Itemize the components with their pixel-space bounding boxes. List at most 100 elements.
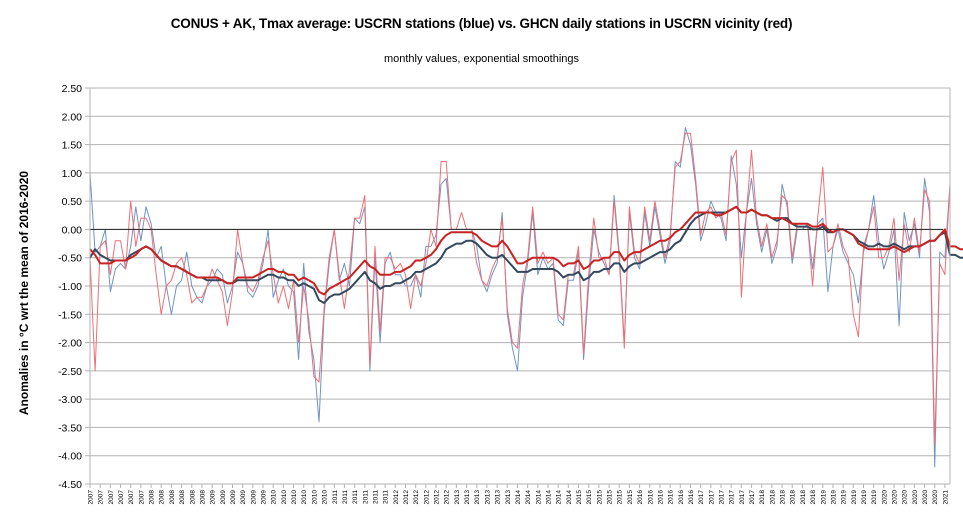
x-tick-label: 2013 <box>454 490 461 505</box>
x-tick-label: 2015 <box>596 490 603 505</box>
x-tick-label: 2008 <box>199 490 206 505</box>
x-tick-label: 2007 <box>98 490 105 505</box>
x-tick-label: 2017 <box>729 490 736 505</box>
x-tick-label: 2007 <box>88 490 95 505</box>
x-tick-label: 2009 <box>220 490 227 505</box>
x-tick-label: 2015 <box>586 490 593 505</box>
x-tick-label: 2009 <box>210 490 217 505</box>
x-tick-label: 2009 <box>250 490 257 505</box>
x-tick-label: 2007 <box>118 490 125 505</box>
x-tick-label: 2009 <box>230 490 237 505</box>
x-tick-label: 2017 <box>749 490 756 505</box>
y-axis-ticks: 2.50 2.00 1.50 1.00 0.50 0.00 -0.50 -1.00 -1.50 -… <box>58 83 90 491</box>
x-tick-label: 2021 <box>942 490 949 505</box>
x-tick-label: 2012 <box>403 490 410 505</box>
x-tick-label: 2019 <box>820 490 827 505</box>
x-tick-label: 2018 <box>810 490 817 505</box>
x-tick-label: 2020 <box>902 490 909 505</box>
x-tick-label: 2016 <box>688 490 695 505</box>
x-tick-label: 2012 <box>434 490 441 505</box>
x-tick-label: 2008 <box>159 490 166 505</box>
x-tick-label: 2016 <box>678 490 685 505</box>
x-tick-label: 2009 <box>240 490 247 505</box>
x-tick-label: 2012 <box>444 490 451 505</box>
chart-subtitle: monthly values, exponential smoothings <box>383 53 580 65</box>
x-tick-label: 2010 <box>281 490 288 505</box>
x-tick-label: 2013 <box>484 490 491 505</box>
x-tick-label: 2019 <box>871 490 878 505</box>
y-tick-label: -1.50 <box>58 309 82 321</box>
x-tick-label: 2014 <box>535 490 542 505</box>
x-tick-label: 2018 <box>759 490 766 505</box>
y-tick-label: 0.00 <box>62 224 83 236</box>
x-tick-label: 2011 <box>362 490 369 504</box>
x-tick-label: 2019 <box>851 490 858 505</box>
x-axis-ticks: 2007 2007 2007 2007 2007 2007 2008 2008 2008 2008… <box>88 484 949 505</box>
x-tick-label: 2008 <box>189 490 196 505</box>
x-tick-label: 2010 <box>291 490 298 505</box>
y-tick-label: -3.00 <box>58 394 82 406</box>
x-tick-label: 2020 <box>892 490 899 505</box>
x-tick-label: 2008 <box>179 490 186 505</box>
y-tick-label: -0.50 <box>58 253 82 265</box>
x-tick-label: 2016 <box>657 490 664 505</box>
x-tick-label: 2014 <box>525 490 532 505</box>
x-tick-label: 2018 <box>800 490 807 505</box>
x-tick-label: 2007 <box>128 490 135 505</box>
x-tick-label: 2012 <box>413 490 420 505</box>
x-tick-label: 2016 <box>637 490 644 505</box>
y-tick-label: 1.00 <box>62 168 83 180</box>
y-tick-label: -4.00 <box>58 451 82 463</box>
data-series <box>89 127 963 468</box>
x-tick-label: 2012 <box>393 490 400 505</box>
x-tick-label: 2016 <box>668 490 675 505</box>
y-tick-label: 0.50 <box>62 196 83 208</box>
x-tick-label: 2013 <box>474 490 481 505</box>
x-tick-label: 2013 <box>505 490 512 505</box>
x-tick-label: 2011 <box>352 490 359 504</box>
x-tick-label: 2014 <box>545 490 552 505</box>
x-tick-label: 2018 <box>769 490 776 505</box>
x-tick-label: 2018 <box>780 490 787 505</box>
x-tick-label: 2019 <box>841 490 848 505</box>
y-tick-label: 2.00 <box>62 111 83 123</box>
x-tick-label: 2010 <box>322 490 329 505</box>
x-tick-label: 2008 <box>149 490 156 505</box>
x-tick-label: 2011 <box>332 490 339 504</box>
x-tick-label: 2011 <box>342 490 349 504</box>
x-tick-label: 2010 <box>301 490 308 505</box>
ghcn-monthly-line <box>89 132 951 445</box>
x-tick-label: 2017 <box>708 490 715 505</box>
x-tick-label: 2017 <box>719 490 726 505</box>
x-tick-label: 2008 <box>169 490 176 505</box>
y-tick-label: -3.50 <box>58 422 82 434</box>
x-tick-label: 2020 <box>922 490 929 505</box>
y-tick-label: -2.00 <box>58 338 82 350</box>
x-tick-label: 2017 <box>739 490 746 505</box>
chart-title: CONUS + AK, Tmax average: USCRN stations… <box>170 16 793 31</box>
x-tick-label: 2016 <box>647 490 654 505</box>
uscrn-smoothing-line <box>89 205 963 304</box>
x-tick-label: 2010 <box>271 490 278 505</box>
x-tick-label: 2014 <box>556 490 563 505</box>
x-tick-label: 2015 <box>627 490 634 505</box>
x-tick-label: 2020 <box>912 490 919 505</box>
x-tick-label: 2014 <box>515 490 522 505</box>
x-tick-label: 2011 <box>383 490 390 504</box>
x-tick-label: 2020 <box>881 490 888 505</box>
x-tick-label: 2019 <box>830 490 837 505</box>
y-tick-label: 1.50 <box>62 140 83 152</box>
x-tick-label: 2020 <box>932 490 939 505</box>
x-tick-label: 2017 <box>698 490 705 505</box>
x-tick-label: 2015 <box>576 490 583 505</box>
y-tick-label: 2.50 <box>62 83 83 95</box>
uscrn-monthly-line <box>89 127 951 468</box>
x-tick-label: 2019 <box>861 490 868 505</box>
x-tick-label: 2010 <box>311 490 318 505</box>
x-tick-label: 2015 <box>607 490 614 505</box>
x-tick-label: 2012 <box>423 490 430 505</box>
x-tick-label: 2007 <box>108 490 115 505</box>
y-tick-label: -1.00 <box>58 281 82 293</box>
axes <box>89 88 951 488</box>
